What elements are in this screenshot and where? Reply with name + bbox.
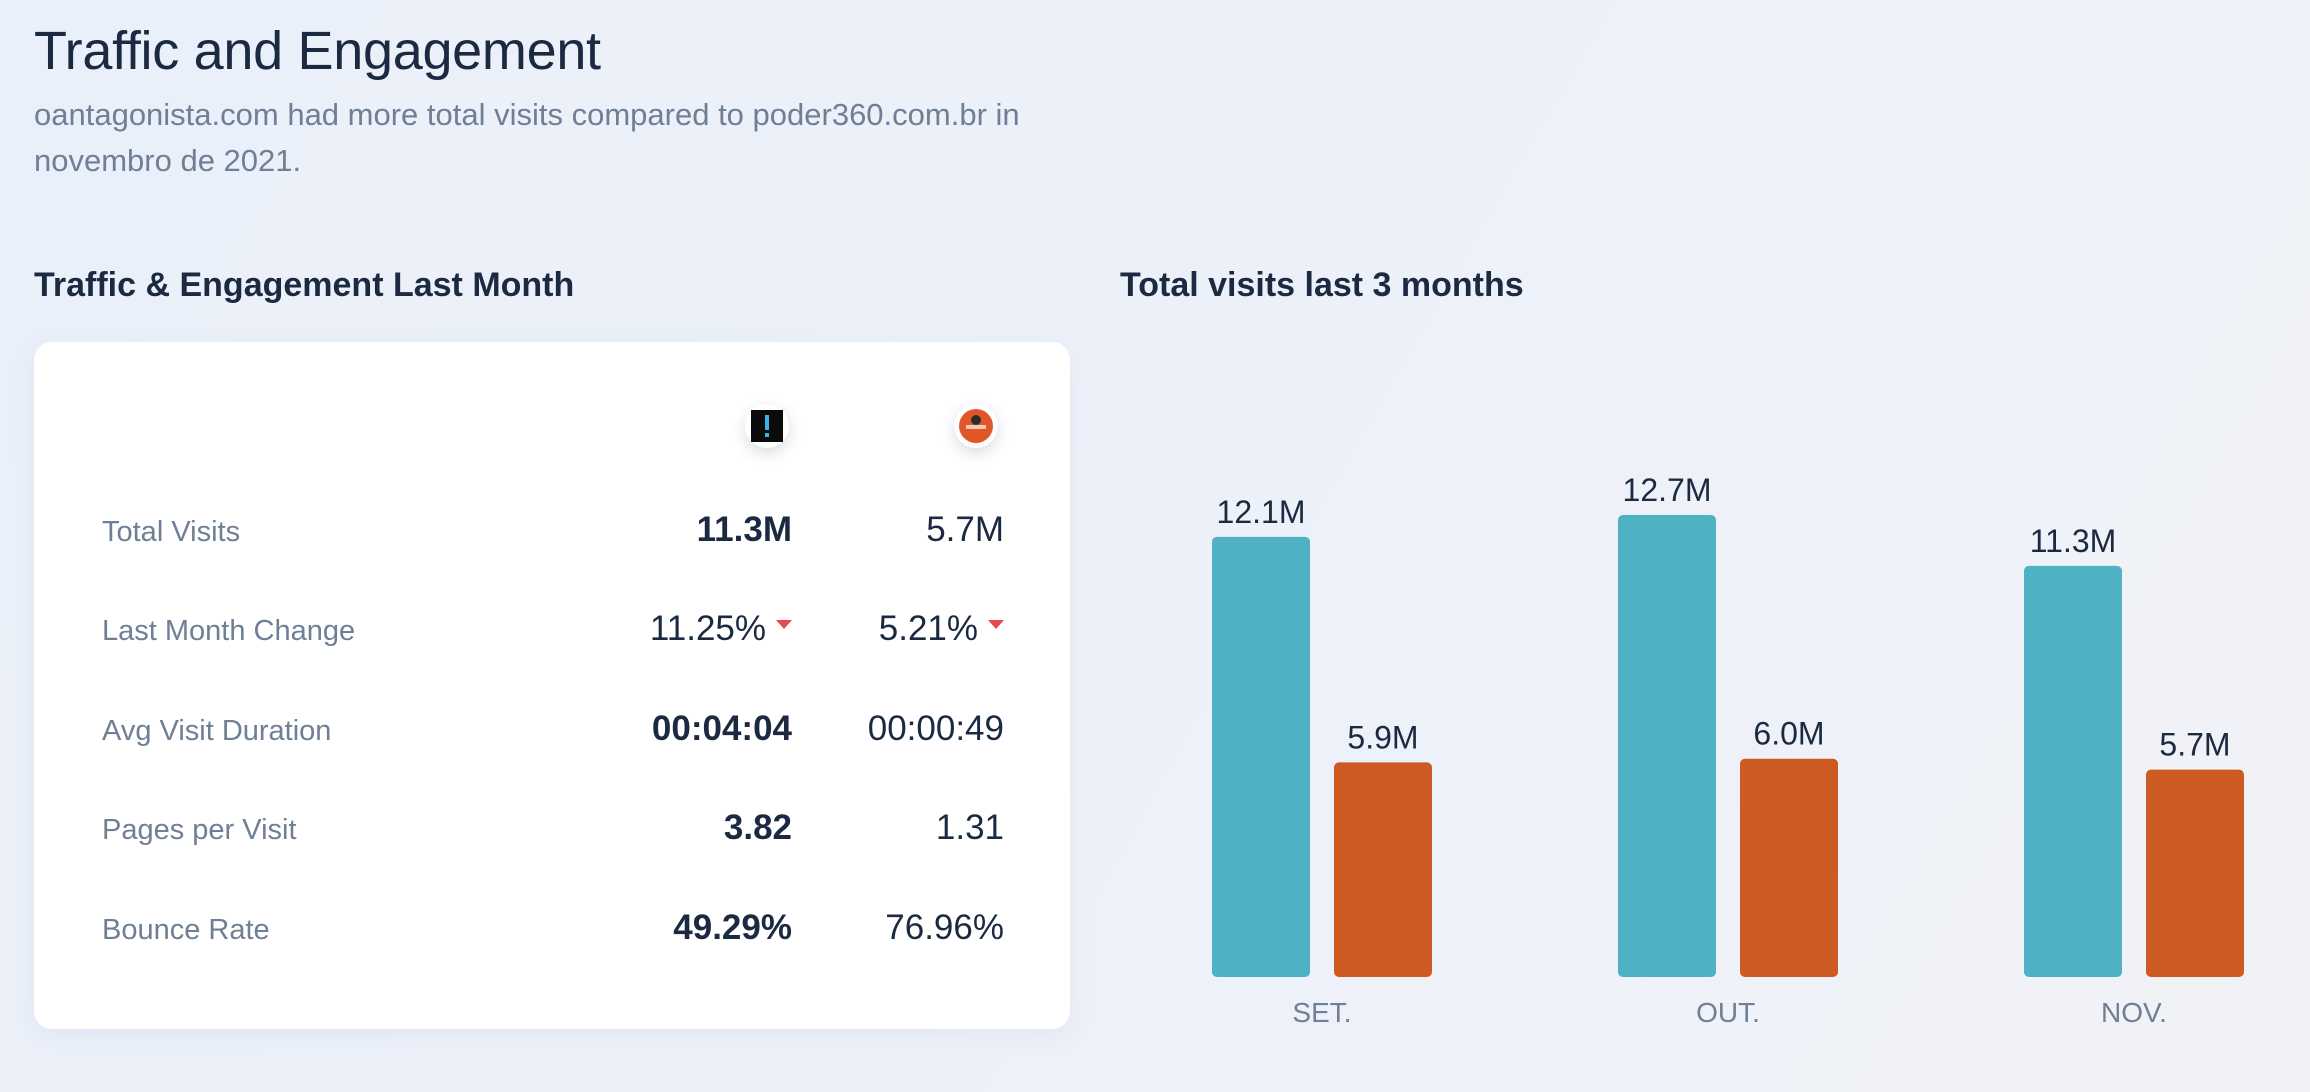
- last-month-change-a: 11.25%: [650, 609, 792, 649]
- row-label-last-month-change: Last Month Change: [102, 615, 356, 647]
- row-label-avg-visit-duration: Avg Visit Duration: [102, 715, 332, 747]
- bar-data-label: 11.3M: [2030, 523, 2117, 559]
- bar-data-label: 5.7M: [2159, 727, 2230, 763]
- bar-data-label: 6.0M: [1753, 716, 1824, 752]
- pages-per-visit-b: 1.31: [935, 808, 1004, 847]
- bar-data-label: 12.1M: [1217, 494, 1306, 530]
- bar-poder360-1[interactable]: [1740, 758, 1838, 977]
- avg-visit-duration-b: 00:00:49: [867, 709, 1004, 748]
- page-title: Traffic and Engagement: [34, 21, 601, 81]
- engagement-card: Total Visits 11.3M 5.7M Last Month Chang…: [34, 342, 1070, 1029]
- bar-data-label: 12.7M: [1623, 472, 1712, 508]
- row-label-total-visits: Total Visits: [102, 516, 241, 548]
- engagement-section-title: Traffic & Engagement Last Month: [34, 266, 575, 304]
- visits-chart-title: Total visits last 3 months: [1120, 266, 1524, 304]
- bar-oantagonista-2[interactable]: [2024, 565, 2122, 977]
- visits-bar-chart: 12.1M 5.9M SET. 12.7M 6.0M OUT. 11.3M 5.7M NOV.: [1212, 472, 2244, 1028]
- pages-per-visit-a: 3.82: [723, 808, 792, 847]
- row-label-bounce-rate: Bounce Rate: [102, 914, 270, 946]
- bar-poder360-0[interactable]: [1334, 762, 1432, 977]
- total-visits-b: 5.7M: [926, 510, 1004, 549]
- bounce-rate-a: 49.29%: [673, 908, 792, 947]
- bar-oantagonista-1[interactable]: [1618, 515, 1716, 977]
- bar-data-label: 5.9M: [1347, 719, 1418, 755]
- bar-poder360-2[interactable]: [2146, 769, 2244, 977]
- bar-oantagonista-0[interactable]: [1212, 536, 1310, 977]
- poder360-logo-icon[interactable]: [954, 404, 998, 448]
- avg-visit-duration-a: 00:04:04: [651, 709, 792, 748]
- page-subtitle: oantagonista.com had more total visits c…: [34, 97, 1020, 178]
- oantagonista-logo-icon[interactable]: [745, 404, 789, 448]
- last-month-change-b: 5.21%: [879, 609, 1004, 649]
- x-tick-label: SET.: [1292, 997, 1351, 1028]
- x-tick-label: OUT.: [1696, 997, 1760, 1028]
- bounce-rate-b: 76.96%: [885, 908, 1004, 947]
- trend-down-icon: [988, 620, 1004, 630]
- trend-down-icon: [776, 620, 792, 630]
- x-tick-label: NOV.: [2101, 997, 2167, 1028]
- row-label-pages-per-visit: Pages per Visit: [102, 814, 297, 846]
- total-visits-a: 11.3M: [696, 510, 792, 549]
